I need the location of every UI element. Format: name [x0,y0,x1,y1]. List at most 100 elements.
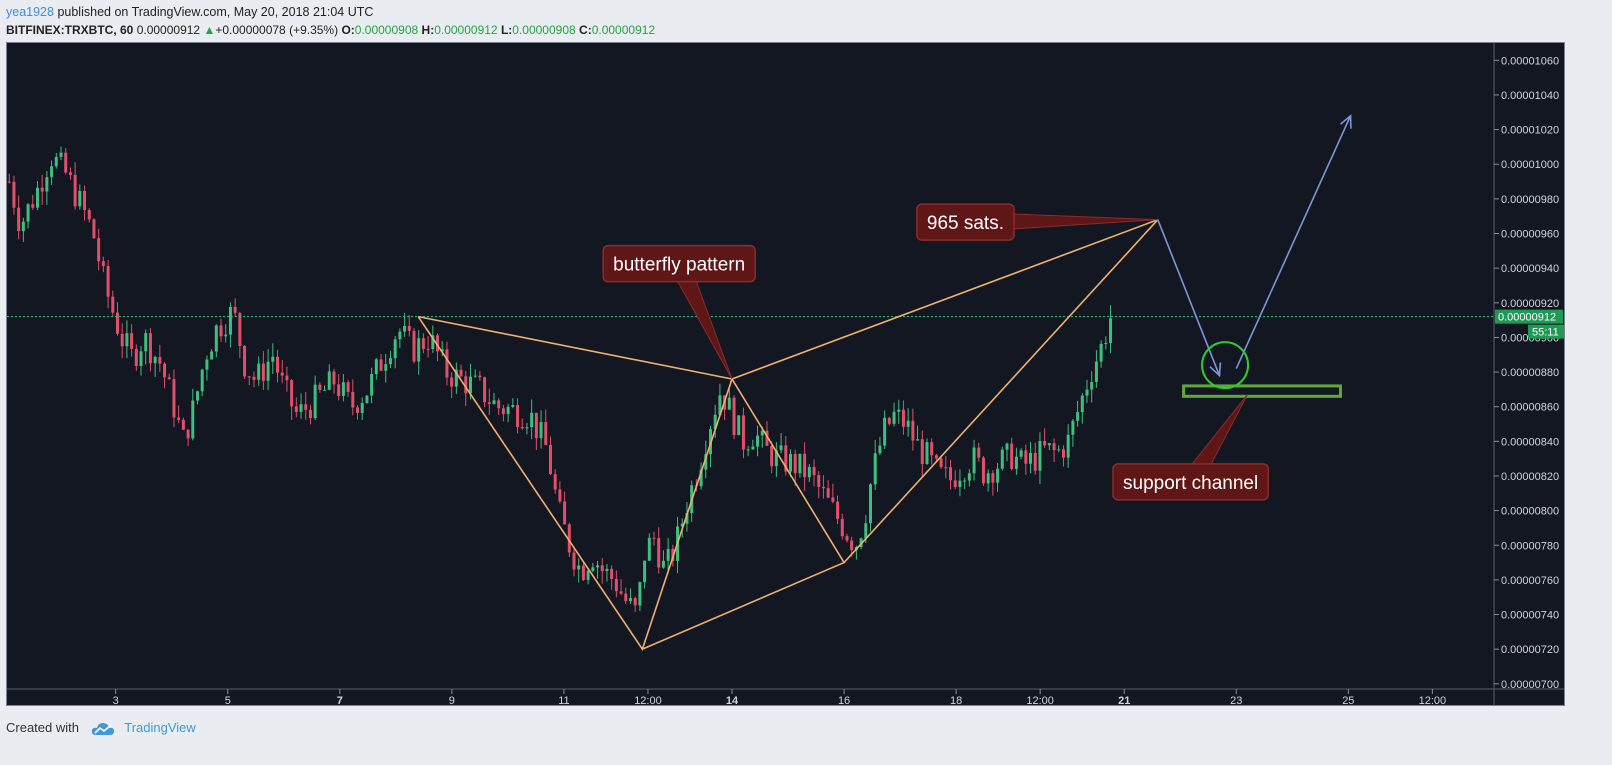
candle-body [793,454,797,474]
candle-body [356,407,360,413]
pattern-bd-line [731,218,1159,380]
candle-body [497,400,501,409]
candle-body [412,330,416,362]
callout-box [602,244,756,283]
candle-body [200,369,204,392]
y-tick-label: 0.00000700 [1501,679,1559,691]
candle-body [581,565,585,580]
candle-body [619,591,623,594]
candle-body [718,395,722,415]
y-tick-label: 0.00000920 [1501,298,1559,310]
candle-body [1071,420,1075,435]
candle-body [158,356,162,364]
price-chart[interactable]: 0.00001060 0.00001040 0.00001020 0.00001000… [7,43,1565,706]
candle-body [492,400,496,404]
candle-body [986,473,990,484]
candle-body [633,598,637,606]
candle-body [548,445,552,475]
symbol-name[interactable]: BITFINEX:TRXBTC, 60 [6,23,134,37]
candle-body [252,376,256,380]
candle-body [624,593,628,602]
candle-body [643,560,647,583]
candle-body [224,334,228,337]
y-tick-label: 0.00000740 [1501,610,1559,622]
arrow-head-icon [1340,114,1352,129]
candle-body [64,152,68,173]
current-price-label: 0.00000912 [1498,312,1556,324]
candle-body [1094,361,1098,382]
candle-body [520,426,524,429]
open-value: 0.00000908 [354,23,419,37]
candle-body [784,445,788,472]
candle-body [1066,434,1070,458]
candle-body [12,181,16,208]
candle-body [1109,318,1113,344]
candle-body [1024,450,1028,464]
candle-body [97,238,101,262]
candle-body [1014,456,1018,469]
x-tick-label: 21 [1118,695,1130,706]
candle-body [577,565,581,570]
candle-body [534,412,538,439]
candle-body [120,333,124,347]
y-tick-label: 0.00001000 [1501,159,1559,171]
pattern-zigzag [417,219,1159,651]
candle-body [219,325,223,337]
candle-body [26,204,30,222]
candle-body [341,382,345,396]
candle-body [21,221,25,232]
candle-body [939,458,943,468]
candle-body [365,395,369,403]
candle-body [958,480,962,487]
candle-body [1057,449,1061,451]
candle-body [294,406,298,412]
candle-body [746,449,750,451]
candle-body [704,454,708,470]
candle-body [139,351,143,366]
candle-body [628,598,632,602]
symbol-info-bar: BITFINEX:TRXBTC, 60 0.00000912 ▲+0.00000… [6,21,655,39]
candle-body [468,376,472,394]
tradingview-cloud-icon [91,722,114,735]
y-tick-label: 0.00001040 [1501,90,1559,102]
candle-body [713,414,717,430]
candle-body [144,333,148,352]
candle-body [803,453,807,478]
candle-body [883,417,887,446]
author-link[interactable]: yea1928 [6,5,54,19]
candle-body [741,415,745,450]
candle-body [751,446,755,450]
candle-body [327,371,331,390]
candle-body [271,356,275,362]
tradingview-link[interactable]: TradingView [124,720,196,735]
close-value: 0.00000912 [591,23,656,37]
x-tick-label: 11 [558,695,569,706]
candle-body [473,375,477,377]
candle-body [991,473,995,483]
candle-body [1061,449,1065,458]
y-tick-label: 0.00000880 [1501,367,1559,379]
candle-body [332,371,336,385]
candle-body [963,480,967,482]
y-tick-label: 0.00000860 [1501,402,1559,414]
x-tick-label: 7 [337,695,343,706]
candle-body [1000,449,1004,469]
candle-body [304,404,308,410]
candle-body [1019,450,1023,457]
change-up-icon: ▲ [203,23,216,37]
candle-body [727,397,731,410]
x-tick-label: 12:00 [634,695,662,706]
candle-body [191,400,195,439]
chart-panel[interactable]: 0.00001060 0.00001040 0.00001020 0.00001000… [6,42,1565,706]
candle-body [586,570,590,580]
candle-body [360,402,364,413]
y-tick-label: 0.00000780 [1501,540,1559,552]
candle-body [1085,389,1089,396]
candle-body [798,453,802,474]
publish-header: yea1928 published on TradingView.com, Ma… [6,3,373,22]
candle-body [572,552,576,570]
candle-body [111,296,115,313]
candle-body [238,312,242,346]
candle-body [374,359,378,374]
candle-body [17,207,21,232]
